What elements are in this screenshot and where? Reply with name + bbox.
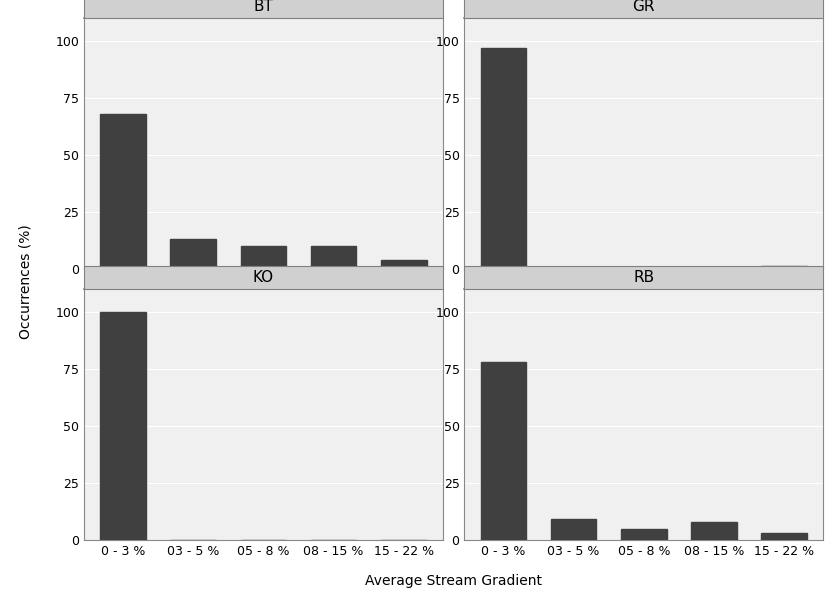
Bar xyxy=(551,267,596,269)
Bar xyxy=(381,260,427,269)
Bar xyxy=(311,246,356,269)
Bar xyxy=(691,522,737,540)
Text: RB: RB xyxy=(633,270,654,285)
Text: Occurrences (%): Occurrences (%) xyxy=(18,224,32,340)
Bar xyxy=(621,529,667,540)
Bar xyxy=(240,246,286,269)
Text: KO: KO xyxy=(253,270,274,285)
FancyBboxPatch shape xyxy=(465,0,823,18)
Bar xyxy=(100,312,146,540)
FancyBboxPatch shape xyxy=(465,266,823,289)
Bar xyxy=(480,362,527,540)
FancyBboxPatch shape xyxy=(84,266,443,289)
Text: Average Stream Gradient: Average Stream Gradient xyxy=(365,574,542,588)
Bar xyxy=(480,47,527,269)
Bar xyxy=(761,533,807,540)
FancyBboxPatch shape xyxy=(84,0,443,18)
Bar xyxy=(551,520,596,540)
Text: GR: GR xyxy=(633,0,655,14)
Bar xyxy=(100,114,146,269)
Bar xyxy=(761,266,807,269)
Bar xyxy=(171,239,216,269)
Bar xyxy=(621,267,667,269)
Text: BT: BT xyxy=(254,0,273,14)
Bar xyxy=(691,267,737,269)
